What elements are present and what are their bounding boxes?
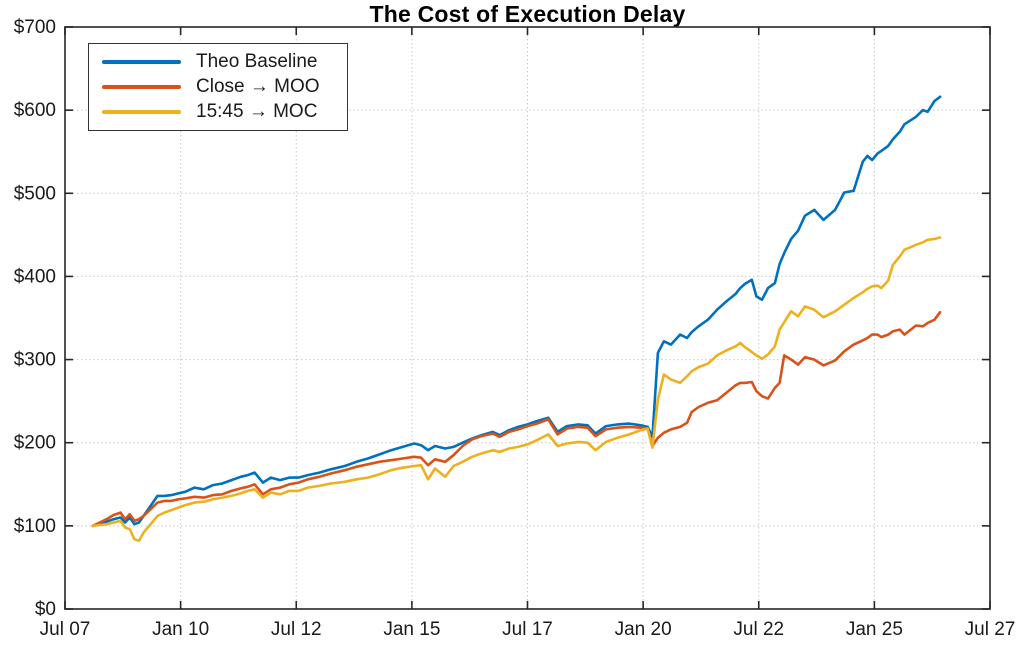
legend-item-1545-moc: 15:45 → MOC — [102, 100, 347, 125]
x-tick-label: Jan 20 — [615, 619, 672, 640]
y-tick-label: $700 — [14, 17, 56, 38]
legend-label: 15:45 → MOC — [196, 101, 318, 123]
x-tick-label: Jan 10 — [152, 619, 209, 640]
legend-label: Theo Baseline — [196, 50, 318, 72]
x-tick-label: Jan 25 — [846, 619, 903, 640]
series-line-close-moo — [91, 310, 942, 528]
y-tick-label: $500 — [14, 183, 56, 204]
legend-line-sample-yellow — [102, 110, 181, 115]
x-tick-label: Jan 15 — [383, 619, 440, 640]
series-line-theo-baseline — [91, 95, 942, 528]
x-tick-label: Jul 07 — [40, 619, 91, 640]
y-tick-label: $200 — [14, 433, 56, 454]
y-tick-label: $300 — [14, 350, 56, 371]
legend-label: Close → MOO — [196, 75, 320, 97]
y-tick-label: $0 — [35, 599, 56, 620]
y-tick-label: $400 — [14, 266, 56, 287]
series-line-15-45-moc — [91, 236, 942, 543]
legend-item-close-moo: Close → MOO — [102, 74, 347, 99]
y-tick-label: $600 — [14, 100, 56, 121]
x-tick-label: Jul 17 — [502, 619, 553, 640]
legend-item-theo-baseline: Theo Baseline — [102, 49, 347, 74]
chart-title: The Cost of Execution Delay — [369, 1, 686, 27]
x-tick-label: Jul 27 — [965, 619, 1016, 640]
legend-line-sample-orange — [102, 84, 181, 89]
x-tick-label: Jul 22 — [733, 619, 784, 640]
legend: Theo Baseline Close → MOO 15:45 → MOC — [88, 43, 348, 131]
x-tick-label: Jul 12 — [271, 619, 322, 640]
legend-line-sample-blue — [102, 59, 181, 64]
y-tick-label: $100 — [14, 516, 56, 537]
